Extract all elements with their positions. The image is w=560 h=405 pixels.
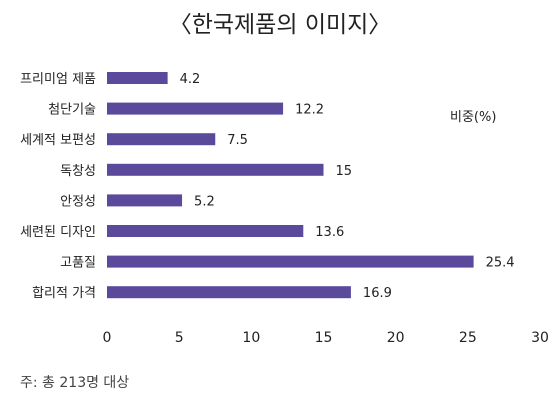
bar [107, 72, 168, 84]
category-label: 합리적 가격 [32, 286, 96, 301]
category-label: 독창성 [60, 164, 96, 179]
data-label: 13.6 [315, 225, 344, 240]
bar [107, 225, 304, 237]
bar [107, 102, 284, 115]
x-tick-label: 25 [459, 330, 477, 346]
x-tick-label: 20 [387, 330, 405, 346]
x-tick-label: 10 [242, 330, 260, 346]
data-label: 16.9 [363, 286, 392, 301]
category-label: 안정성 [60, 194, 96, 209]
bar [107, 163, 324, 176]
x-tick-group: 0 5 10 15 20 25 30 [103, 330, 549, 346]
x-tick-label: 0 [103, 330, 112, 346]
x-tick-label: 30 [531, 330, 549, 346]
data-label: 12.2 [295, 103, 324, 118]
data-label: 15 [336, 164, 353, 179]
data-label: 25.4 [486, 256, 515, 271]
category-label: 세련된 디자인 [20, 225, 96, 240]
bar [107, 133, 216, 146]
category-label: 프리미엄 제품 [20, 72, 96, 87]
footnote: 주: 총 213명 대상 [20, 375, 129, 391]
category-label: 세계적 보편성 [20, 133, 96, 148]
bar [107, 286, 351, 299]
data-label: 4.2 [180, 72, 201, 87]
bar [107, 194, 183, 207]
data-label: 7.5 [227, 133, 248, 148]
x-tick-label: 15 [315, 330, 333, 346]
bar [107, 255, 474, 268]
category-label: 고품질 [60, 256, 96, 271]
category-label: 첨단기술 [48, 103, 96, 118]
bars-group: 프리미엄 제품 4.2 첨단기술 12.2 세계적 보편성 7.5 독창성 15 안정성 5.2 세… [20, 72, 515, 301]
chart-title: 〈한국제품의 이미지〉 [169, 12, 392, 38]
x-tick-label: 5 [175, 330, 184, 346]
unit-label: 비중(%) [450, 110, 496, 125]
data-label: 5.2 [194, 194, 215, 209]
